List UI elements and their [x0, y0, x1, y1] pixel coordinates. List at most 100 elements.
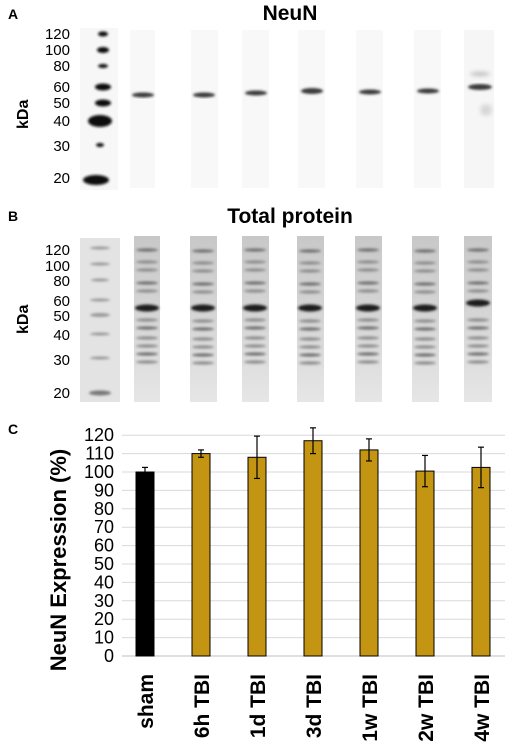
protein-band	[467, 248, 489, 252]
protein-band	[244, 326, 266, 330]
protein-band	[467, 352, 489, 356]
protein-band	[357, 260, 379, 264]
protein-band	[467, 336, 489, 340]
protein-band	[299, 337, 321, 341]
x-tick-label: 1d TBI	[247, 674, 270, 738]
y-tick-label: 80	[94, 499, 114, 519]
neun-lane	[130, 30, 155, 188]
protein-band-main	[356, 304, 380, 312]
marker-label: 120	[45, 26, 70, 43]
protein-band	[299, 282, 321, 286]
protein-band	[136, 336, 158, 340]
protein-band	[299, 290, 321, 294]
x-tick-label: 1w TBI	[359, 674, 382, 742]
protein-band	[414, 249, 436, 253]
neun-expression-chart: NeuN Expression (%) 01020304050607080901…	[46, 425, 505, 742]
neun-lane	[191, 30, 218, 188]
protein-band	[244, 352, 266, 356]
protein-band	[467, 360, 489, 364]
protein-band	[244, 248, 266, 252]
protein-band	[192, 319, 214, 323]
x-tick-label: sham	[135, 674, 158, 729]
marker-label: 100	[45, 258, 70, 275]
marker-label: 40	[53, 113, 70, 130]
protein-band	[467, 344, 489, 348]
bar	[359, 449, 379, 657]
protein-band	[357, 268, 379, 272]
x-tick-label: 4w TBI	[471, 674, 494, 742]
protein-band	[467, 326, 489, 330]
y-tick-label: 20	[94, 609, 114, 629]
marker-label: 50	[53, 308, 70, 325]
protein-band	[357, 289, 379, 293]
neun-band	[132, 92, 154, 98]
protein-band	[414, 290, 436, 294]
protein-band	[244, 260, 266, 264]
protein-band	[192, 337, 214, 341]
neun-lane	[356, 30, 383, 188]
protein-band	[244, 344, 266, 348]
protein-band	[136, 360, 158, 364]
protein-band	[414, 337, 436, 341]
protein-band	[414, 361, 436, 365]
protein-band	[136, 289, 158, 293]
protein-band	[244, 289, 266, 293]
protein-band-main	[191, 304, 215, 312]
bar	[303, 440, 323, 657]
y-tick-label: 30	[94, 591, 114, 611]
protein-band	[244, 281, 266, 285]
marker-label: 20	[53, 385, 70, 402]
neun-band	[359, 89, 381, 95]
panel-b-title: Total protein	[227, 205, 353, 228]
protein-band	[299, 261, 321, 265]
total-protein-lane	[412, 236, 439, 402]
marker-label: 120	[45, 242, 70, 259]
protein-band	[414, 345, 436, 349]
y-tick-label: 50	[94, 554, 114, 574]
total-protein-blot: 120 100 80 60 50 40 30 20	[45, 236, 492, 402]
protein-band	[136, 352, 158, 356]
protein-band	[136, 326, 158, 330]
protein-band	[467, 281, 489, 285]
bar	[247, 456, 267, 657]
total-protein-lane	[297, 236, 324, 402]
protein-band	[299, 319, 321, 323]
protein-band-main	[413, 304, 437, 312]
protein-band	[357, 326, 379, 330]
protein-band	[136, 248, 158, 252]
protein-band	[299, 249, 321, 253]
protein-band	[192, 327, 214, 331]
y-tick-label: 90	[94, 480, 114, 500]
protein-band	[414, 353, 436, 357]
x-tick-label: 6h TBI	[191, 674, 214, 738]
marker-label: 30	[53, 138, 70, 155]
marker-label: 100	[45, 42, 70, 59]
protein-band	[467, 260, 489, 264]
marker-label: 40	[53, 327, 70, 344]
protein-band	[299, 327, 321, 331]
protein-band	[136, 268, 158, 272]
protein-band	[244, 336, 266, 340]
y-tick-label: 60	[94, 536, 114, 556]
protein-band	[192, 249, 214, 253]
marker-label: 80	[53, 273, 70, 290]
neun-band	[468, 84, 492, 90]
marker-label: 30	[53, 352, 70, 369]
protein-band	[467, 318, 489, 322]
protein-band-main	[298, 304, 322, 312]
y-tick-label: 110	[85, 444, 114, 464]
protein-band	[357, 344, 379, 348]
y-axis-label: NeuN Expression (%)	[46, 449, 71, 672]
protein-band	[136, 260, 158, 264]
protein-band	[414, 261, 436, 265]
bar	[471, 466, 491, 657]
y-tick-label: 100	[84, 462, 114, 482]
protein-band	[244, 268, 266, 272]
protein-band	[357, 360, 379, 364]
x-tick-label: 3d TBI	[303, 674, 326, 738]
marker-label: 60	[53, 79, 70, 96]
ladder-lane	[80, 28, 118, 190]
bar	[415, 470, 435, 657]
protein-band	[357, 281, 379, 285]
protein-band	[299, 361, 321, 365]
